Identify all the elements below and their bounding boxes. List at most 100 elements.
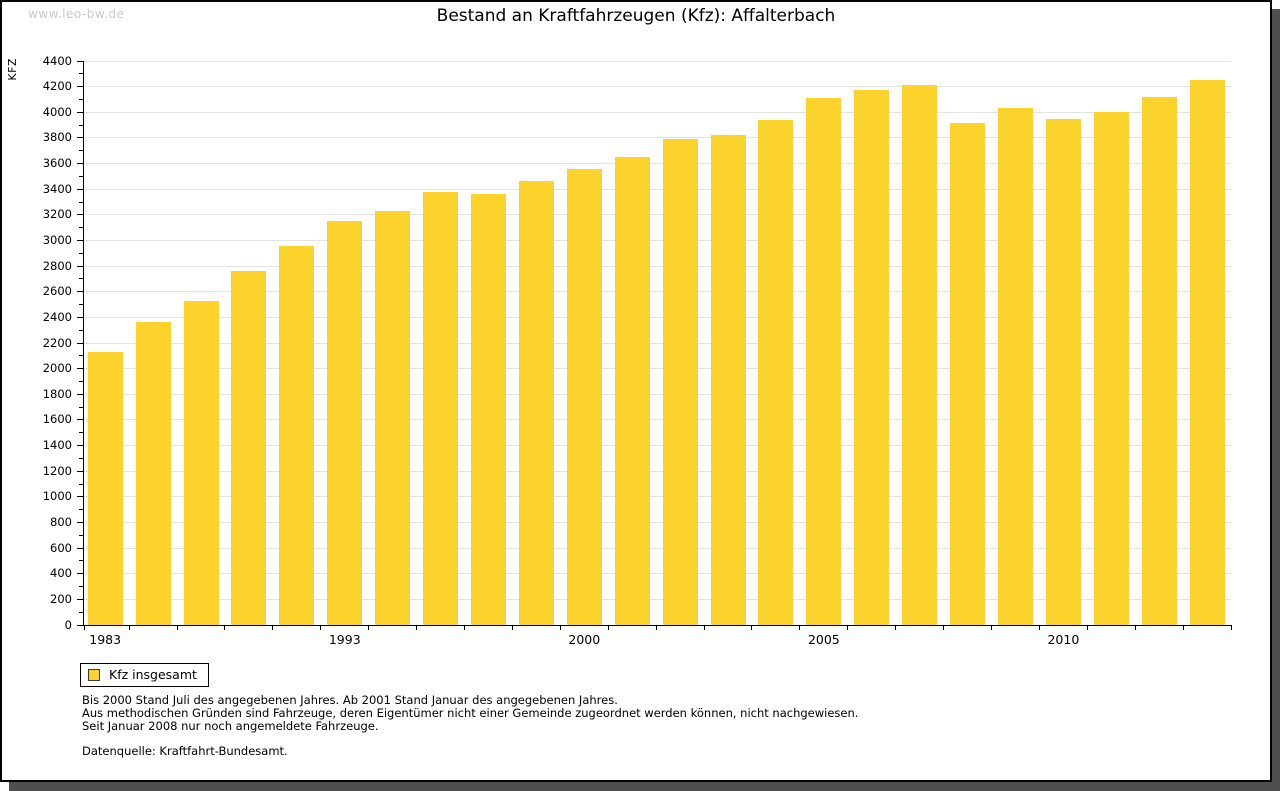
y-axis-tick xyxy=(77,342,83,344)
y-axis-tick xyxy=(77,111,83,113)
gridline xyxy=(84,547,1231,549)
x-axis-tick xyxy=(128,625,130,630)
x-axis-tick-label: 1983 xyxy=(89,632,122,647)
y-axis-tick-label: 1000 xyxy=(42,489,72,504)
y-axis-tick xyxy=(77,624,83,626)
bar-2001 xyxy=(614,157,650,625)
y-axis-minor-tick xyxy=(79,73,83,75)
y-axis-tick-label: 1600 xyxy=(42,412,72,427)
x-axis-tick xyxy=(847,625,849,630)
y-axis-tick xyxy=(77,598,83,600)
y-axis-minor-tick xyxy=(79,329,83,331)
y-axis-tick-label: 3800 xyxy=(42,130,72,145)
x-axis-tick xyxy=(1134,625,1136,630)
x-axis-tick xyxy=(607,625,609,630)
y-axis-tick xyxy=(77,188,83,190)
gridline xyxy=(84,342,1231,344)
footnote-line: Aus methodischen Gründen sind Fahrzeuge,… xyxy=(82,706,859,720)
y-axis-minor-tick xyxy=(79,124,83,126)
legend-swatch-icon xyxy=(88,668,100,681)
x-axis-tick xyxy=(655,625,657,630)
y-axis-minor-tick xyxy=(79,278,83,280)
gridline xyxy=(84,188,1231,190)
y-axis-minor-tick xyxy=(79,586,83,588)
bar-1987 xyxy=(183,300,219,625)
y-axis-title: KFZ xyxy=(6,58,19,81)
y-axis-tick-label: 3200 xyxy=(42,207,72,222)
x-axis-tick xyxy=(1230,625,1232,630)
x-axis-tick xyxy=(991,625,993,630)
y-axis-tick xyxy=(77,521,83,523)
gridline xyxy=(84,573,1231,575)
y-axis-tick xyxy=(77,214,83,216)
y-axis-tick-label: 4400 xyxy=(42,53,72,68)
x-axis-tick xyxy=(272,625,274,630)
y-axis-tick-label: 3600 xyxy=(42,156,72,171)
x-axis-tick xyxy=(1182,625,1184,630)
gridline xyxy=(84,598,1231,600)
x-axis-tick-label: 2000 xyxy=(568,632,601,647)
y-axis-tick xyxy=(77,316,83,318)
footnote-line: Bis 2000 Stand Juli des angegebenen Jahr… xyxy=(82,693,618,707)
y-axis-tick xyxy=(77,496,83,498)
y-axis-tick xyxy=(77,86,83,88)
bar-1989 xyxy=(231,271,267,625)
bar-2005 xyxy=(806,98,842,625)
y-axis-tick-label: 2600 xyxy=(42,284,72,299)
x-axis-tick xyxy=(943,625,945,630)
y-axis-tick-label: 2400 xyxy=(42,309,72,324)
x-axis-tick-label: 2010 xyxy=(1047,632,1080,647)
y-axis-minor-tick xyxy=(79,227,83,229)
bar-2013 xyxy=(1189,80,1225,625)
gridline xyxy=(84,60,1231,62)
y-axis-tick-label: 1200 xyxy=(42,463,72,478)
bar-2008 xyxy=(950,122,986,625)
gridline xyxy=(84,316,1231,318)
legend-label: Kfz insgesamt xyxy=(109,667,197,682)
x-axis-tick xyxy=(176,625,178,630)
y-axis-tick-label: 1400 xyxy=(42,438,72,453)
y-axis-tick xyxy=(77,265,83,267)
gridline xyxy=(84,239,1231,241)
gridline xyxy=(84,214,1231,216)
gridline xyxy=(84,291,1231,293)
y-axis-tick-label: 800 xyxy=(50,514,72,529)
gridline xyxy=(84,470,1231,472)
gridline xyxy=(84,111,1231,113)
bar-2009 xyxy=(997,108,1033,625)
gridline xyxy=(84,393,1231,395)
x-axis-tick xyxy=(895,625,897,630)
y-axis-tick xyxy=(77,137,83,139)
bar-2004 xyxy=(758,119,794,625)
x-axis-tick xyxy=(511,625,513,630)
y-axis-minor-tick xyxy=(79,560,83,562)
legend: Kfz insgesamt xyxy=(80,663,209,687)
y-axis-tick-label: 400 xyxy=(50,566,72,581)
bar-2006 xyxy=(854,90,890,625)
y-axis-minor-tick xyxy=(79,457,83,459)
x-axis-tick xyxy=(1038,625,1040,630)
footnote-line: Seit Januar 2008 nur noch angemeldete Fa… xyxy=(82,719,379,733)
y-axis-minor-tick xyxy=(79,534,83,536)
y-axis-tick xyxy=(77,470,83,472)
bar-1983 xyxy=(87,351,123,625)
plot-area: 0 200 400 600 800 1000 1200 1400 1600 1800 2000 220… xyxy=(43,55,1232,647)
y-axis-tick-label: 2800 xyxy=(42,258,72,273)
gridline xyxy=(84,163,1231,165)
y-axis-minor-tick xyxy=(79,509,83,511)
bar-2000 xyxy=(566,168,602,625)
y-axis-minor-tick xyxy=(79,406,83,408)
bar-2002 xyxy=(662,139,698,625)
x-axis-tick xyxy=(83,625,85,630)
y-axis-tick xyxy=(77,291,83,293)
x-axis-tick xyxy=(464,625,466,630)
y-axis-tick xyxy=(77,393,83,395)
x-axis-tick xyxy=(703,625,705,630)
y-axis-tick xyxy=(77,60,83,62)
y-axis-tick-label: 0 xyxy=(64,617,72,632)
y-axis-minor-tick xyxy=(79,304,83,306)
y-axis-tick-label: 600 xyxy=(50,540,72,555)
bar-2010 xyxy=(1045,118,1081,625)
x-axis-tick xyxy=(368,625,370,630)
bar-1985 xyxy=(135,322,171,625)
